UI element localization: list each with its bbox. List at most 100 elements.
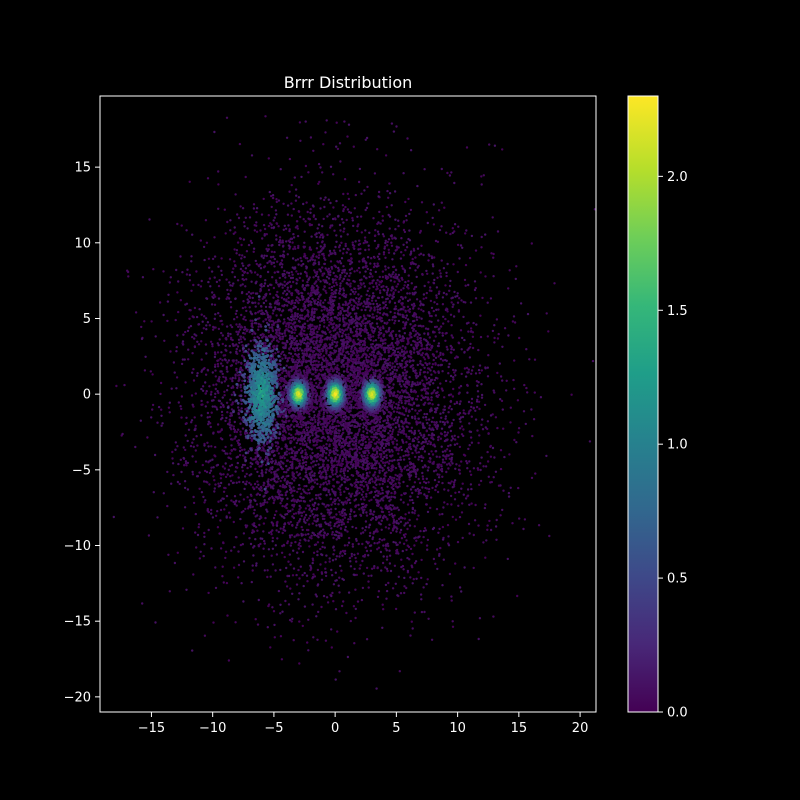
scatter-point xyxy=(318,485,322,489)
scatter-point xyxy=(319,207,322,210)
scatter-point xyxy=(314,463,317,467)
scatter-point xyxy=(406,447,409,451)
scatter-point xyxy=(397,522,400,525)
scatter-point xyxy=(387,330,390,333)
scatter-point xyxy=(434,335,437,338)
scatter-point xyxy=(348,492,351,495)
scatter-point xyxy=(457,490,461,494)
scatter-point xyxy=(237,563,241,567)
scatter-point xyxy=(270,194,273,198)
scatter-point xyxy=(388,562,392,565)
scatter-point xyxy=(189,444,193,448)
scatter-point xyxy=(480,183,483,186)
scatter-point xyxy=(442,558,445,561)
scatter-point xyxy=(335,283,339,286)
scatter-point xyxy=(314,593,317,596)
scatter-point xyxy=(343,227,346,230)
scatter-point xyxy=(217,482,220,485)
scatter-point xyxy=(189,324,193,328)
scatter-point xyxy=(336,480,339,484)
scatter-point xyxy=(296,258,300,261)
scatter-point xyxy=(319,547,322,551)
scatter-point xyxy=(367,451,371,455)
scatter-point xyxy=(194,392,197,395)
scatter-point xyxy=(322,411,326,414)
scatter-point xyxy=(329,313,332,317)
scatter-point xyxy=(399,308,402,311)
scatter-point xyxy=(226,220,229,224)
scatter-point xyxy=(190,255,193,258)
scatter-point xyxy=(464,301,467,304)
scatter-point xyxy=(315,456,318,459)
scatter-point xyxy=(500,399,504,403)
scatter-point xyxy=(456,442,459,445)
scatter-point xyxy=(311,603,314,606)
scatter-point xyxy=(404,214,408,218)
scatter-point xyxy=(329,300,332,303)
scatter-point xyxy=(444,379,448,383)
scatter-point xyxy=(278,493,281,497)
scatter-point xyxy=(190,394,194,397)
scatter-point xyxy=(437,435,440,438)
scatter-point xyxy=(424,327,428,330)
scatter-point xyxy=(422,416,425,419)
scatter-point xyxy=(288,356,291,360)
scatter-point xyxy=(285,503,289,506)
scatter-point xyxy=(545,312,548,315)
scatter-point xyxy=(304,164,308,168)
scatter-point xyxy=(214,514,218,517)
scatter-point xyxy=(285,327,288,331)
scatter-point xyxy=(452,387,455,391)
scatter-point xyxy=(492,256,495,259)
scatter-point xyxy=(342,501,345,504)
scatter-point xyxy=(307,481,311,484)
scatter-point xyxy=(368,534,372,538)
scatter-point xyxy=(354,556,357,560)
scatter-point xyxy=(313,335,316,339)
scatter-point xyxy=(246,271,249,275)
scatter-point xyxy=(200,358,203,361)
scatter-point xyxy=(391,450,394,453)
scatter-point xyxy=(321,545,324,549)
scatter-point xyxy=(304,533,307,536)
scatter-point xyxy=(367,355,371,359)
scatter-point xyxy=(364,327,367,330)
scatter-point xyxy=(252,250,255,253)
scatter-point xyxy=(338,576,341,579)
scatter-point xyxy=(453,498,457,501)
scatter-point xyxy=(412,351,416,354)
scatter-point xyxy=(248,499,252,502)
scatter-point xyxy=(479,271,482,274)
scatter-point xyxy=(440,416,443,419)
scatter-point xyxy=(444,449,447,452)
scatter-point xyxy=(433,478,437,482)
scatter-point xyxy=(272,286,276,290)
scatter-point xyxy=(305,201,308,204)
scatter-point xyxy=(393,307,396,311)
scatter-point xyxy=(467,400,471,404)
scatter-point xyxy=(342,323,346,326)
scatter-point xyxy=(395,285,398,288)
scatter-point xyxy=(421,471,424,475)
scatter-point xyxy=(358,451,361,455)
scatter-point xyxy=(329,508,333,511)
scatter-point xyxy=(405,246,409,249)
scatter-point xyxy=(394,482,397,485)
scatter-point xyxy=(472,467,476,470)
scatter-point xyxy=(460,348,463,351)
scatter-point xyxy=(315,235,318,239)
scatter-point xyxy=(470,502,473,505)
scatter-point xyxy=(301,573,304,577)
scatter-point xyxy=(282,228,285,231)
scatter-point xyxy=(379,291,382,295)
scatter-point xyxy=(365,525,368,529)
scatter-point xyxy=(218,338,221,341)
scatter-point xyxy=(272,501,275,505)
scatter-point xyxy=(214,363,217,366)
scatter-point xyxy=(378,432,381,435)
scatter-point xyxy=(464,263,468,267)
scatter-point xyxy=(419,300,422,303)
scatter-point xyxy=(211,516,215,519)
scatter-point xyxy=(323,245,326,248)
